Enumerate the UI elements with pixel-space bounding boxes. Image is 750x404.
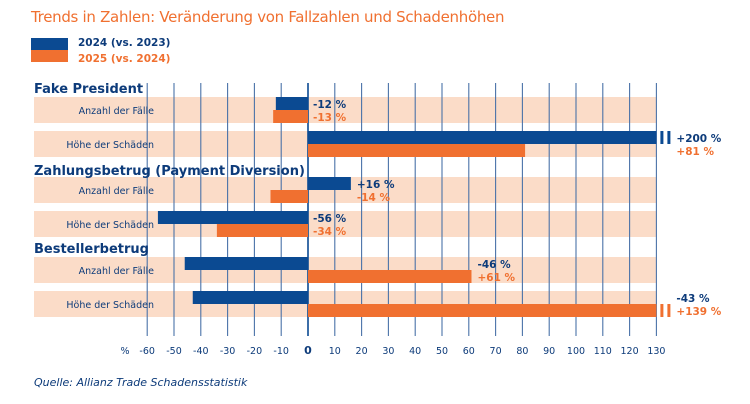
chart-title: Trends in Zahlen: Veränderung von Fallza… bbox=[31, 8, 505, 26]
tick-label: -10 bbox=[273, 346, 289, 357]
data-label: -12 % bbox=[313, 99, 347, 111]
row-label: Anzahl der Fälle bbox=[79, 186, 155, 197]
tick-label: 0 bbox=[304, 344, 312, 357]
data-label: -13 % bbox=[313, 112, 347, 124]
data-label: +139 % bbox=[676, 306, 721, 318]
tick-label: 80 bbox=[516, 346, 528, 357]
data-label: -34 % bbox=[313, 226, 347, 238]
axis-break-mark bbox=[660, 131, 664, 144]
bar-2025 bbox=[308, 144, 526, 157]
data-label: -43 % bbox=[676, 293, 710, 305]
data-label: -14 % bbox=[357, 192, 391, 204]
legend-label-2024: 2024 (vs. 2023) bbox=[78, 37, 171, 49]
bar-2024 bbox=[192, 291, 308, 304]
bar-2025 bbox=[270, 190, 308, 203]
group-title: Bestellerbetrug bbox=[34, 242, 149, 257]
axis-unit: % bbox=[120, 346, 129, 357]
legend-label-2025: 2025 (vs. 2024) bbox=[78, 53, 171, 65]
bar-2025 bbox=[308, 270, 472, 283]
tick-label: 120 bbox=[621, 346, 639, 357]
data-label: +81 % bbox=[676, 146, 714, 158]
row-label: Anzahl der Fälle bbox=[79, 106, 155, 117]
tick-label: 100 bbox=[567, 346, 585, 357]
bar-2024 bbox=[275, 97, 308, 110]
data-label: +16 % bbox=[357, 179, 395, 191]
bar-2024 bbox=[308, 177, 351, 190]
group-title: Fake President bbox=[34, 82, 143, 97]
data-label: +61 % bbox=[477, 272, 515, 284]
row-label: Höhe der Schäden bbox=[66, 140, 154, 151]
legend-swatch-2025 bbox=[31, 50, 68, 62]
tick-label: 50 bbox=[436, 346, 448, 357]
axis-break-mark bbox=[667, 131, 671, 144]
axis-break-mark bbox=[667, 304, 671, 317]
data-label: -46 % bbox=[477, 259, 511, 271]
axis-break-mark bbox=[660, 304, 664, 317]
bar-2024 bbox=[157, 211, 308, 224]
tick-label: 10 bbox=[329, 346, 341, 357]
tick-label: -60 bbox=[139, 346, 155, 357]
group-title: Zahlungsbetrug (Payment Diversion) bbox=[34, 164, 305, 179]
legend-swatch-2024 bbox=[31, 38, 68, 50]
bar-2025 bbox=[273, 110, 308, 123]
data-label: +200 % bbox=[676, 133, 721, 145]
bar-2024 bbox=[184, 257, 308, 270]
tick-label: 60 bbox=[463, 346, 475, 357]
row-label: Höhe der Schäden bbox=[66, 300, 154, 311]
tick-label: 40 bbox=[409, 346, 421, 357]
source-note: Quelle: Allianz Trade Schadensstatistik bbox=[34, 376, 248, 389]
tick-label: 130 bbox=[647, 346, 665, 357]
tick-label: -40 bbox=[193, 346, 209, 357]
data-label: -56 % bbox=[313, 213, 347, 225]
row-label: Höhe der Schäden bbox=[66, 220, 154, 231]
row-band bbox=[34, 97, 657, 123]
tick-label: 110 bbox=[594, 346, 612, 357]
bar-2025 bbox=[216, 224, 308, 237]
row-band bbox=[34, 211, 657, 237]
bar-2024 bbox=[308, 131, 657, 144]
tick-label: 30 bbox=[382, 346, 394, 357]
tick-label: -50 bbox=[166, 346, 182, 357]
tick-label: 20 bbox=[356, 346, 368, 357]
tick-label: 90 bbox=[543, 346, 555, 357]
tick-label: -30 bbox=[220, 346, 236, 357]
bar-2025 bbox=[308, 304, 657, 317]
tick-label: -20 bbox=[247, 346, 263, 357]
tick-label: 70 bbox=[490, 346, 502, 357]
row-label: Anzahl der Fälle bbox=[79, 266, 155, 277]
